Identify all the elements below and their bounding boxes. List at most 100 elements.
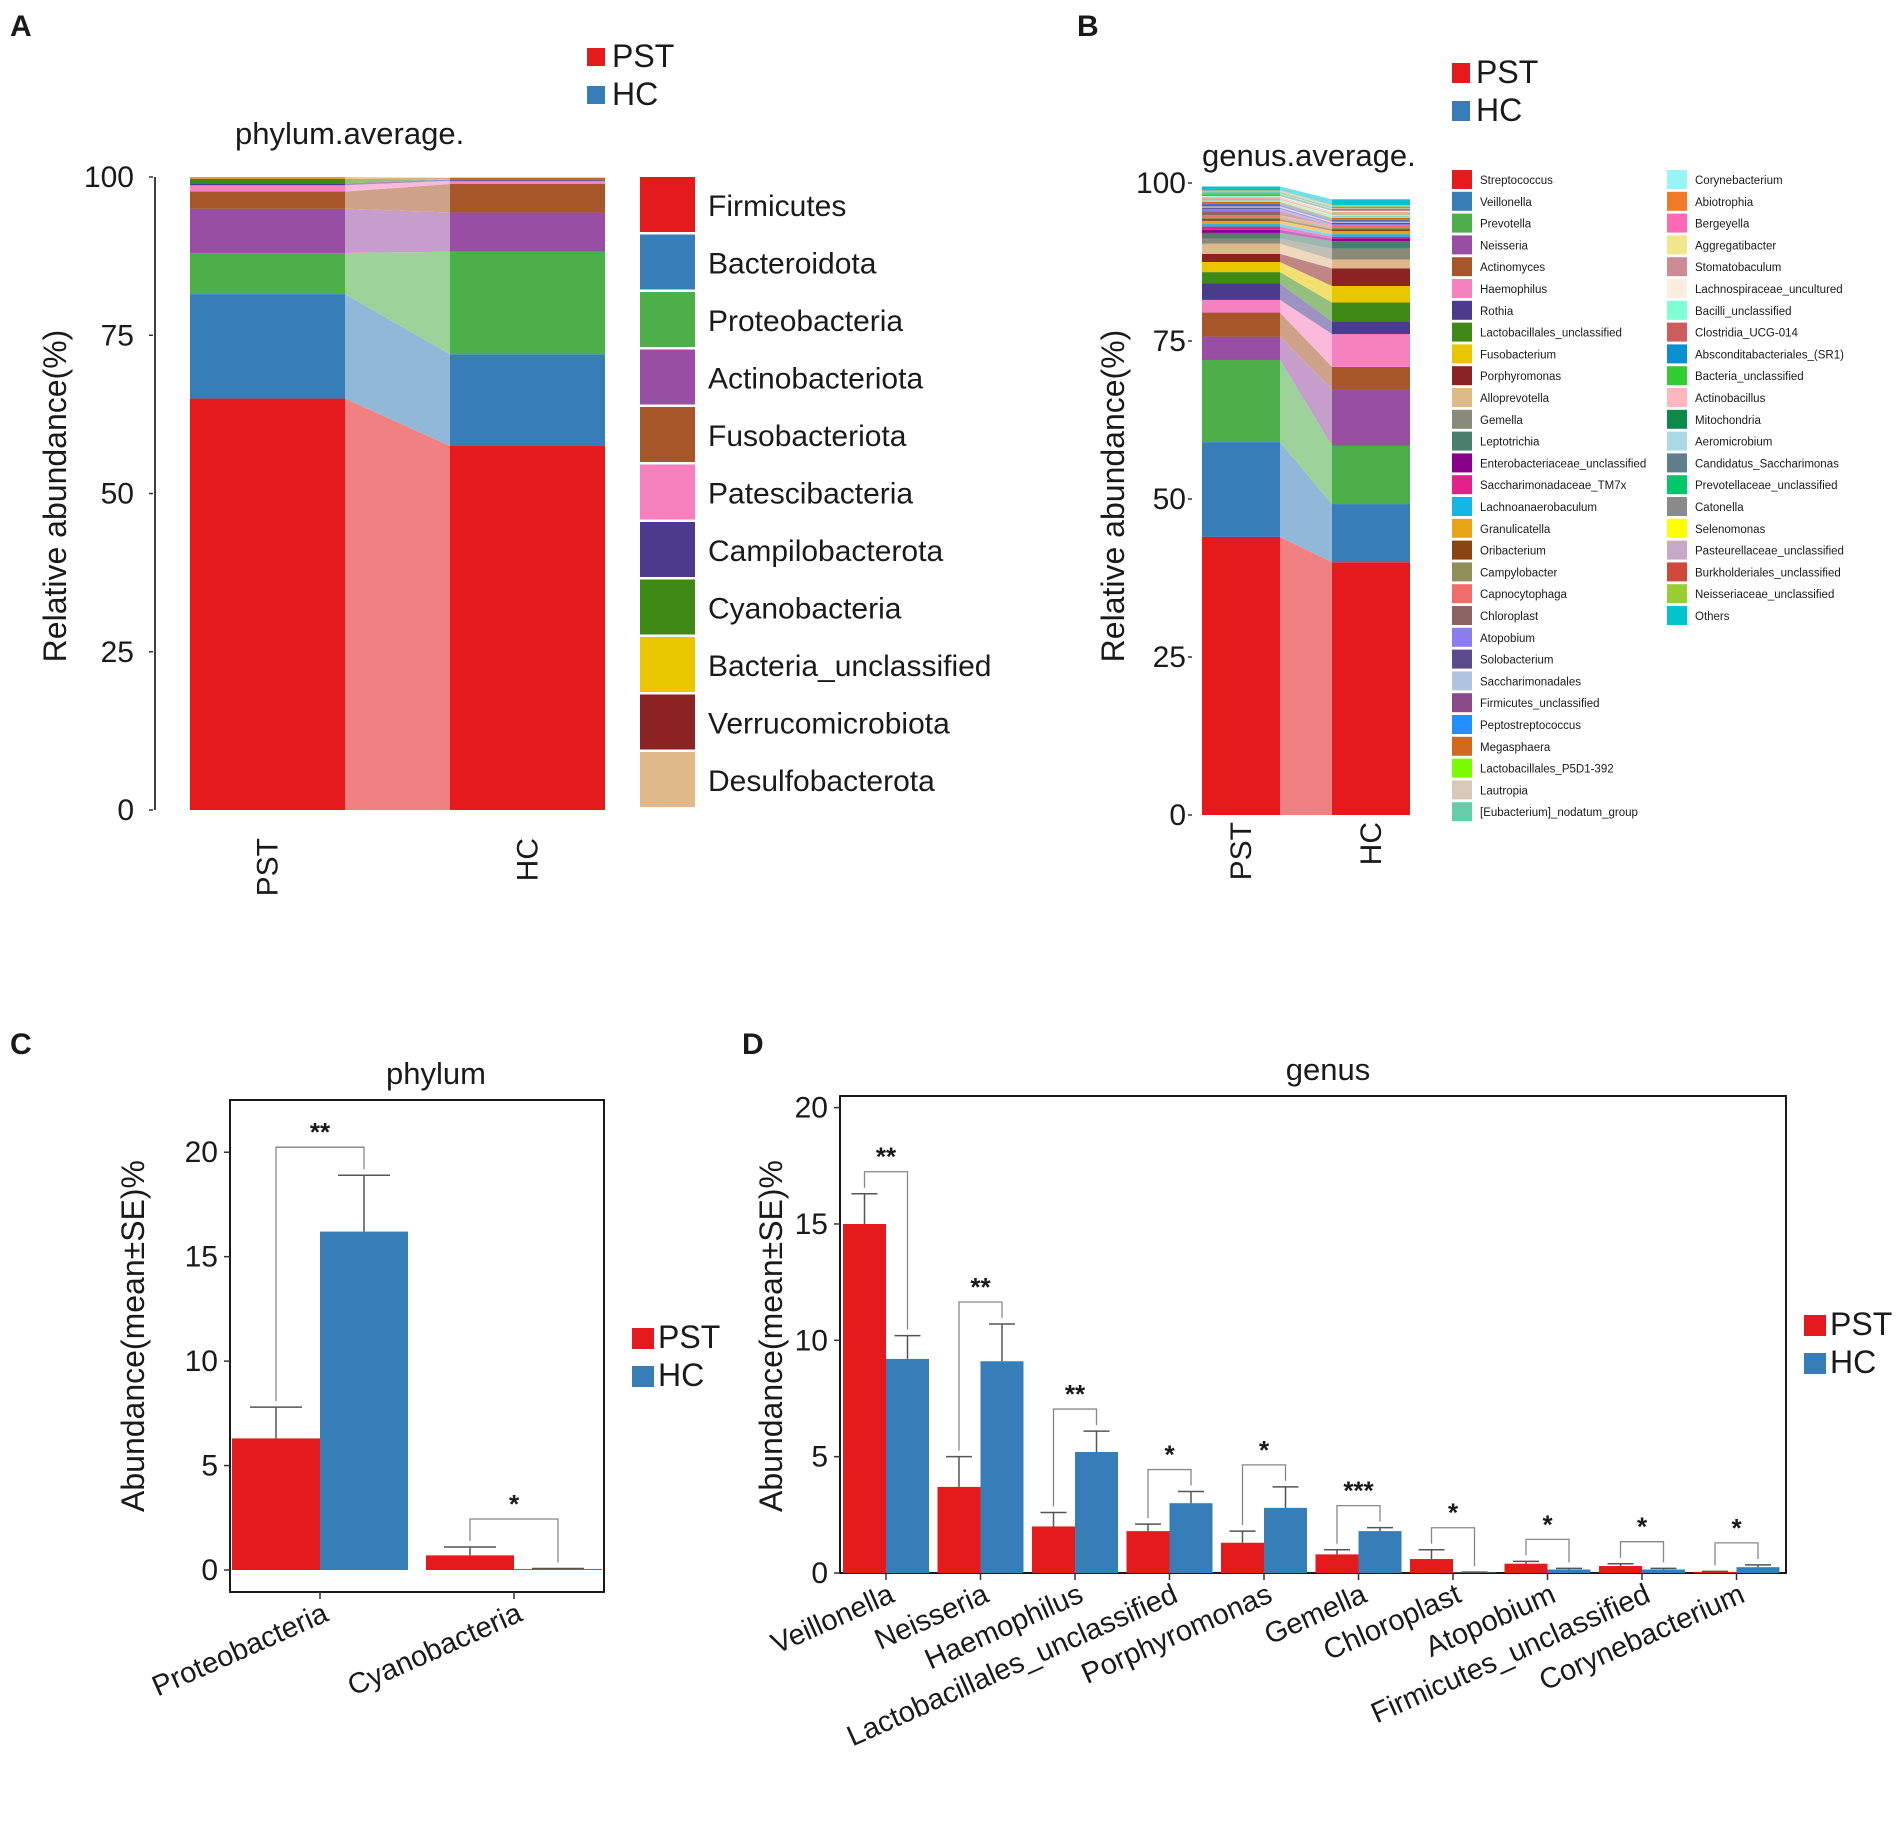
flow-capnocytophaga xyxy=(1280,215,1332,228)
legend-d-pst-label: PST xyxy=(1830,1306,1892,1342)
significance-label-corynebacterium: * xyxy=(1731,1513,1742,1543)
bar-hc-megasphaera xyxy=(1332,217,1410,220)
legend-b-label-veillonella: Veillonella xyxy=(1480,197,1532,209)
legend-a-swatch-bacteroidota xyxy=(640,234,695,290)
legend-b-label-actinomyces: Actinomyces xyxy=(1480,262,1545,274)
y-tick-label: 75 xyxy=(101,319,134,352)
legend-b-label-gemella: Gemella xyxy=(1480,415,1523,427)
significance-bracket-chloroplast xyxy=(1430,1527,1476,1567)
bar-hc-bacteria-unclassified xyxy=(1332,208,1410,210)
flow-campilobacterota xyxy=(345,179,450,186)
legend-b-swatch-campylobacter xyxy=(1452,562,1472,582)
panel-b-ylabel: Relative abundance(%) xyxy=(1095,330,1131,663)
legend-a-swatch-patescibacteria xyxy=(640,464,695,520)
y-tick-label: 10 xyxy=(185,1345,218,1378)
y-tick-label: 10 xyxy=(795,1324,828,1357)
flow-burkholderiales-unclassified xyxy=(1280,190,1332,206)
y-tick-label: 25 xyxy=(1153,641,1186,674)
panel-label-c: C xyxy=(10,1028,32,1061)
legend-b-swatch-oribacterium xyxy=(1452,540,1472,560)
legend-b-swatch-bergeyella xyxy=(1667,213,1687,233)
bar-pst-neisseria xyxy=(937,1486,981,1573)
bar-pst-actinobacillus xyxy=(1202,193,1280,195)
flow-bergeyella xyxy=(1280,198,1332,214)
flow-mitochondria xyxy=(1280,192,1332,209)
legend-a-label-bacteria-unclassified: Bacteria_unclassified xyxy=(708,650,992,683)
flow-corynebacterium xyxy=(1280,199,1332,217)
errorbar-hc-firmicutes-unclassified xyxy=(1650,1567,1677,1570)
legend-a-hc-swatch xyxy=(587,86,605,104)
flow-neisseria xyxy=(1280,336,1332,446)
bar-hc-fusobacterium xyxy=(1332,286,1410,303)
bar-pst-granulicatella xyxy=(1202,220,1280,225)
legend-b-swatch-alloprevotella xyxy=(1452,388,1472,407)
legend-b-swatch-lachnoanaerobaculum xyxy=(1452,497,1472,516)
errorbar-hc-atopobium xyxy=(1556,1567,1582,1570)
flow-atopobium xyxy=(1280,208,1332,226)
legend-b-label-eubacterium-nodatum-group: [Eubacterium]_nodatum_group xyxy=(1480,807,1638,819)
bar-hc-prevotella xyxy=(1332,445,1410,505)
flow-actinomyces xyxy=(1280,312,1332,390)
errorbar-pst-gemella xyxy=(1324,1548,1350,1555)
bar-hc-porphyromonas xyxy=(1264,1507,1307,1573)
flow-actinobacteriota xyxy=(345,208,450,253)
legend-b-swatch-granulicatella xyxy=(1452,518,1472,538)
legend-b-label-bergeyella: Bergeyella xyxy=(1695,219,1750,231)
y-tick-label: 20 xyxy=(795,1092,828,1125)
legend-b-swatch-selenomonas xyxy=(1667,518,1687,538)
legend-b-swatch-lactobacillales-unclassified xyxy=(1452,322,1472,342)
bar-hc-verrucomicrobiota xyxy=(450,177,605,179)
flow-granulicatella xyxy=(1280,220,1332,235)
bar-hc-rothia xyxy=(1332,321,1410,335)
bar-pst-veillonella xyxy=(843,1223,886,1573)
legend-b-swatch-actinobacillus xyxy=(1667,388,1687,407)
bar-hc-saccharimonadaceae-tm7x xyxy=(1332,236,1410,239)
legend-b-label-candidatus-saccharimonas: Candidatus_Saccharimonas xyxy=(1695,458,1839,470)
legend-a-label-verrucomicrobiota: Verrucomicrobiota xyxy=(708,708,950,741)
legend-a-swatch-fusobacteriota xyxy=(640,407,695,462)
flow-saccharimonadaceae-tm7x xyxy=(1280,226,1332,239)
flow-aeromicrobium xyxy=(1280,192,1332,208)
flow-lachnoanaerobaculum xyxy=(1280,224,1332,237)
legend-b-swatch-prevotellaceae-unclassified xyxy=(1667,475,1687,495)
legend-a-swatch-firmicutes xyxy=(640,177,695,232)
significance-label-veillonella: ** xyxy=(876,1142,897,1172)
bar-pst-lachnospiraceae-uncultured xyxy=(1202,196,1280,198)
legend-b-swatch-candidatus-saccharimonas xyxy=(1667,453,1687,473)
legend-a-hc-label: HC xyxy=(612,76,658,112)
legend-b-label-lachnospiraceae-uncultured: Lachnospiraceae_uncultured xyxy=(1695,284,1843,296)
y-tick-label: 5 xyxy=(811,1441,828,1474)
legend-b-label-haemophilus: Haemophilus xyxy=(1480,284,1547,296)
bar-hc-streptococcus xyxy=(1332,562,1410,815)
significance-bracket-lactobacillales-unclassified xyxy=(1147,1468,1192,1519)
x-category-label-hc: HC xyxy=(512,838,545,881)
legend-b-label-neisseriaceae-unclassified: Neisseriaceae_unclassified xyxy=(1695,589,1834,601)
bar-hc-lactobacillales-unclassified xyxy=(1332,302,1410,322)
bar-hc-desulfobacterota xyxy=(450,177,605,178)
x-category-label-pst: PST xyxy=(1225,822,1258,880)
bar-pst-rothia xyxy=(1202,283,1280,300)
bar-hc-atopobium xyxy=(1332,224,1410,226)
flow-lautropia xyxy=(1280,200,1332,218)
bar-pst-veillonella xyxy=(1202,442,1280,537)
y-tick-label: 20 xyxy=(185,1136,218,1169)
bar-pst-bacilli-unclassified xyxy=(1202,195,1280,197)
bar-hc-others xyxy=(1332,199,1410,205)
legend-b-label-pasteurellaceae-unclassified: Pasteurellaceae_unclassified xyxy=(1695,546,1844,558)
legend-b-label-prevotella: Prevotella xyxy=(1480,219,1532,231)
flow-megasphaera xyxy=(1280,201,1332,220)
legend-b-swatch-prevotella xyxy=(1452,213,1472,233)
errorbar-pst-proteobacteria xyxy=(250,1406,302,1439)
panel-b-plot: 0 25 50 75 100 PST HC Streptococcus Veillonella P… xyxy=(1136,167,1844,880)
plot-frame xyxy=(839,1095,1787,1574)
flow-catonella xyxy=(1280,191,1332,207)
legend-b-label-saccharimonadales: Saccharimonadales xyxy=(1480,676,1581,688)
legend-b-swatch-mitochondria xyxy=(1667,409,1687,429)
bar-pst-atopobium xyxy=(1202,208,1280,212)
flow-streptococcus xyxy=(1280,536,1332,815)
bar-pst-firmicutes xyxy=(190,398,345,810)
bar-hc-stomatobaculum xyxy=(1332,211,1410,213)
bar-hc-firmicutes-unclassified xyxy=(1642,1569,1685,1573)
flow-others xyxy=(1280,186,1332,205)
legend-b-label-granulicatella: Granulicatella xyxy=(1480,524,1551,536)
